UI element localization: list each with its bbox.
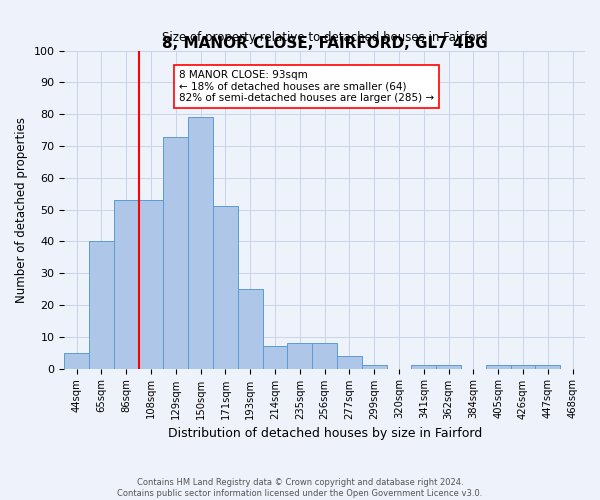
Bar [312,343,337,368]
Bar [535,366,560,368]
Bar [263,346,287,368]
Bar [163,136,188,368]
Bar [412,366,436,368]
Bar [287,343,312,368]
X-axis label: Distribution of detached houses by size in Fairford: Distribution of detached houses by size … [167,427,482,440]
Bar [213,206,238,368]
Text: Size of property relative to detached houses in Fairford: Size of property relative to detached ho… [162,32,488,44]
Bar [362,366,386,368]
Text: Contains HM Land Registry data © Crown copyright and database right 2024.
Contai: Contains HM Land Registry data © Crown c… [118,478,482,498]
Bar [64,352,89,368]
Y-axis label: Number of detached properties: Number of detached properties [15,116,28,302]
Bar [89,242,114,368]
Bar [511,366,535,368]
Bar [238,289,263,368]
Bar [139,200,163,368]
Bar [436,366,461,368]
Bar [188,118,213,368]
Text: 8 MANOR CLOSE: 93sqm
← 18% of detached houses are smaller (64)
82% of semi-detac: 8 MANOR CLOSE: 93sqm ← 18% of detached h… [179,70,434,103]
Title: 8, MANOR CLOSE, FAIRFORD, GL7 4BG: 8, MANOR CLOSE, FAIRFORD, GL7 4BG [162,36,488,51]
Bar [114,200,139,368]
Bar [337,356,362,368]
Bar [486,366,511,368]
